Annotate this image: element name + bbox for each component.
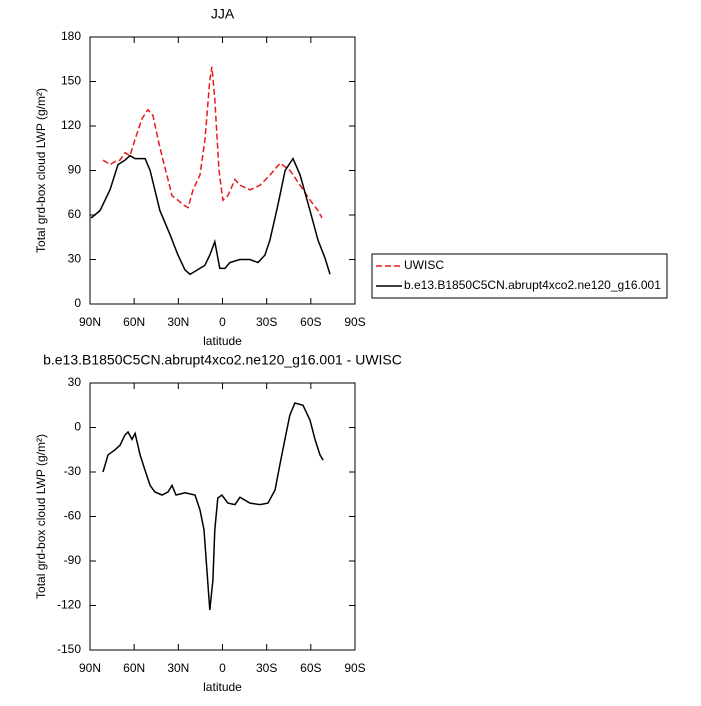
series-line bbox=[90, 154, 331, 276]
x-tick-label: 60N bbox=[123, 315, 145, 329]
y-axis-label: Total grd-box cloud LWP (g/m²) bbox=[34, 88, 48, 253]
x-tick-label: 30S bbox=[256, 661, 277, 675]
x-tick-label: 90N bbox=[79, 315, 101, 329]
y-tick-label: 0 bbox=[74, 420, 81, 434]
y-tick-label: -120 bbox=[57, 598, 81, 612]
x-tick-label: 0 bbox=[219, 315, 226, 329]
y-tick-label: -30 bbox=[64, 464, 82, 478]
legend-label: b.e13.B1850C5CN.abrupt4xco2.ne120_g16.00… bbox=[404, 278, 661, 292]
series-line bbox=[102, 66, 323, 219]
x-axis-label: latitude bbox=[203, 680, 242, 694]
x-tick-label: 30S bbox=[256, 315, 277, 329]
x-axis-label: latitude bbox=[203, 334, 242, 348]
series-line bbox=[102, 402, 324, 611]
y-tick-label: 60 bbox=[68, 207, 82, 221]
x-tick-label: 90N bbox=[79, 661, 101, 675]
legend-label: UWISC bbox=[404, 258, 444, 272]
y-tick-label: 0 bbox=[74, 296, 81, 310]
x-tick-label: 30N bbox=[167, 315, 189, 329]
y-tick-label: 90 bbox=[68, 163, 82, 177]
y-tick-label: 180 bbox=[61, 29, 81, 43]
x-tick-label: 60S bbox=[300, 315, 321, 329]
y-axis-label: Total grd-box cloud LWP (g/m²) bbox=[34, 434, 48, 599]
x-tick-label: 90S bbox=[344, 661, 365, 675]
x-tick-label: 90S bbox=[344, 315, 365, 329]
x-tick-label: 60S bbox=[300, 661, 321, 675]
y-tick-label: 30 bbox=[68, 252, 82, 266]
y-tick-label: -60 bbox=[64, 509, 82, 523]
y-tick-label: 150 bbox=[61, 74, 81, 88]
plot-frame bbox=[89, 382, 356, 651]
y-tick-label: -150 bbox=[57, 642, 81, 656]
chart-title: JJA bbox=[211, 6, 235, 22]
y-tick-label: 120 bbox=[61, 118, 81, 132]
y-tick-label: 30 bbox=[68, 375, 82, 389]
plot-frame bbox=[89, 36, 356, 305]
chart-title: b.e13.B1850C5CN.abrupt4xco2.ne120_g16.00… bbox=[43, 352, 402, 368]
x-tick-label: 60N bbox=[123, 661, 145, 675]
legend-box bbox=[371, 253, 668, 299]
y-tick-label: -90 bbox=[64, 553, 82, 567]
x-tick-label: 0 bbox=[219, 661, 226, 675]
x-tick-label: 30N bbox=[167, 661, 189, 675]
